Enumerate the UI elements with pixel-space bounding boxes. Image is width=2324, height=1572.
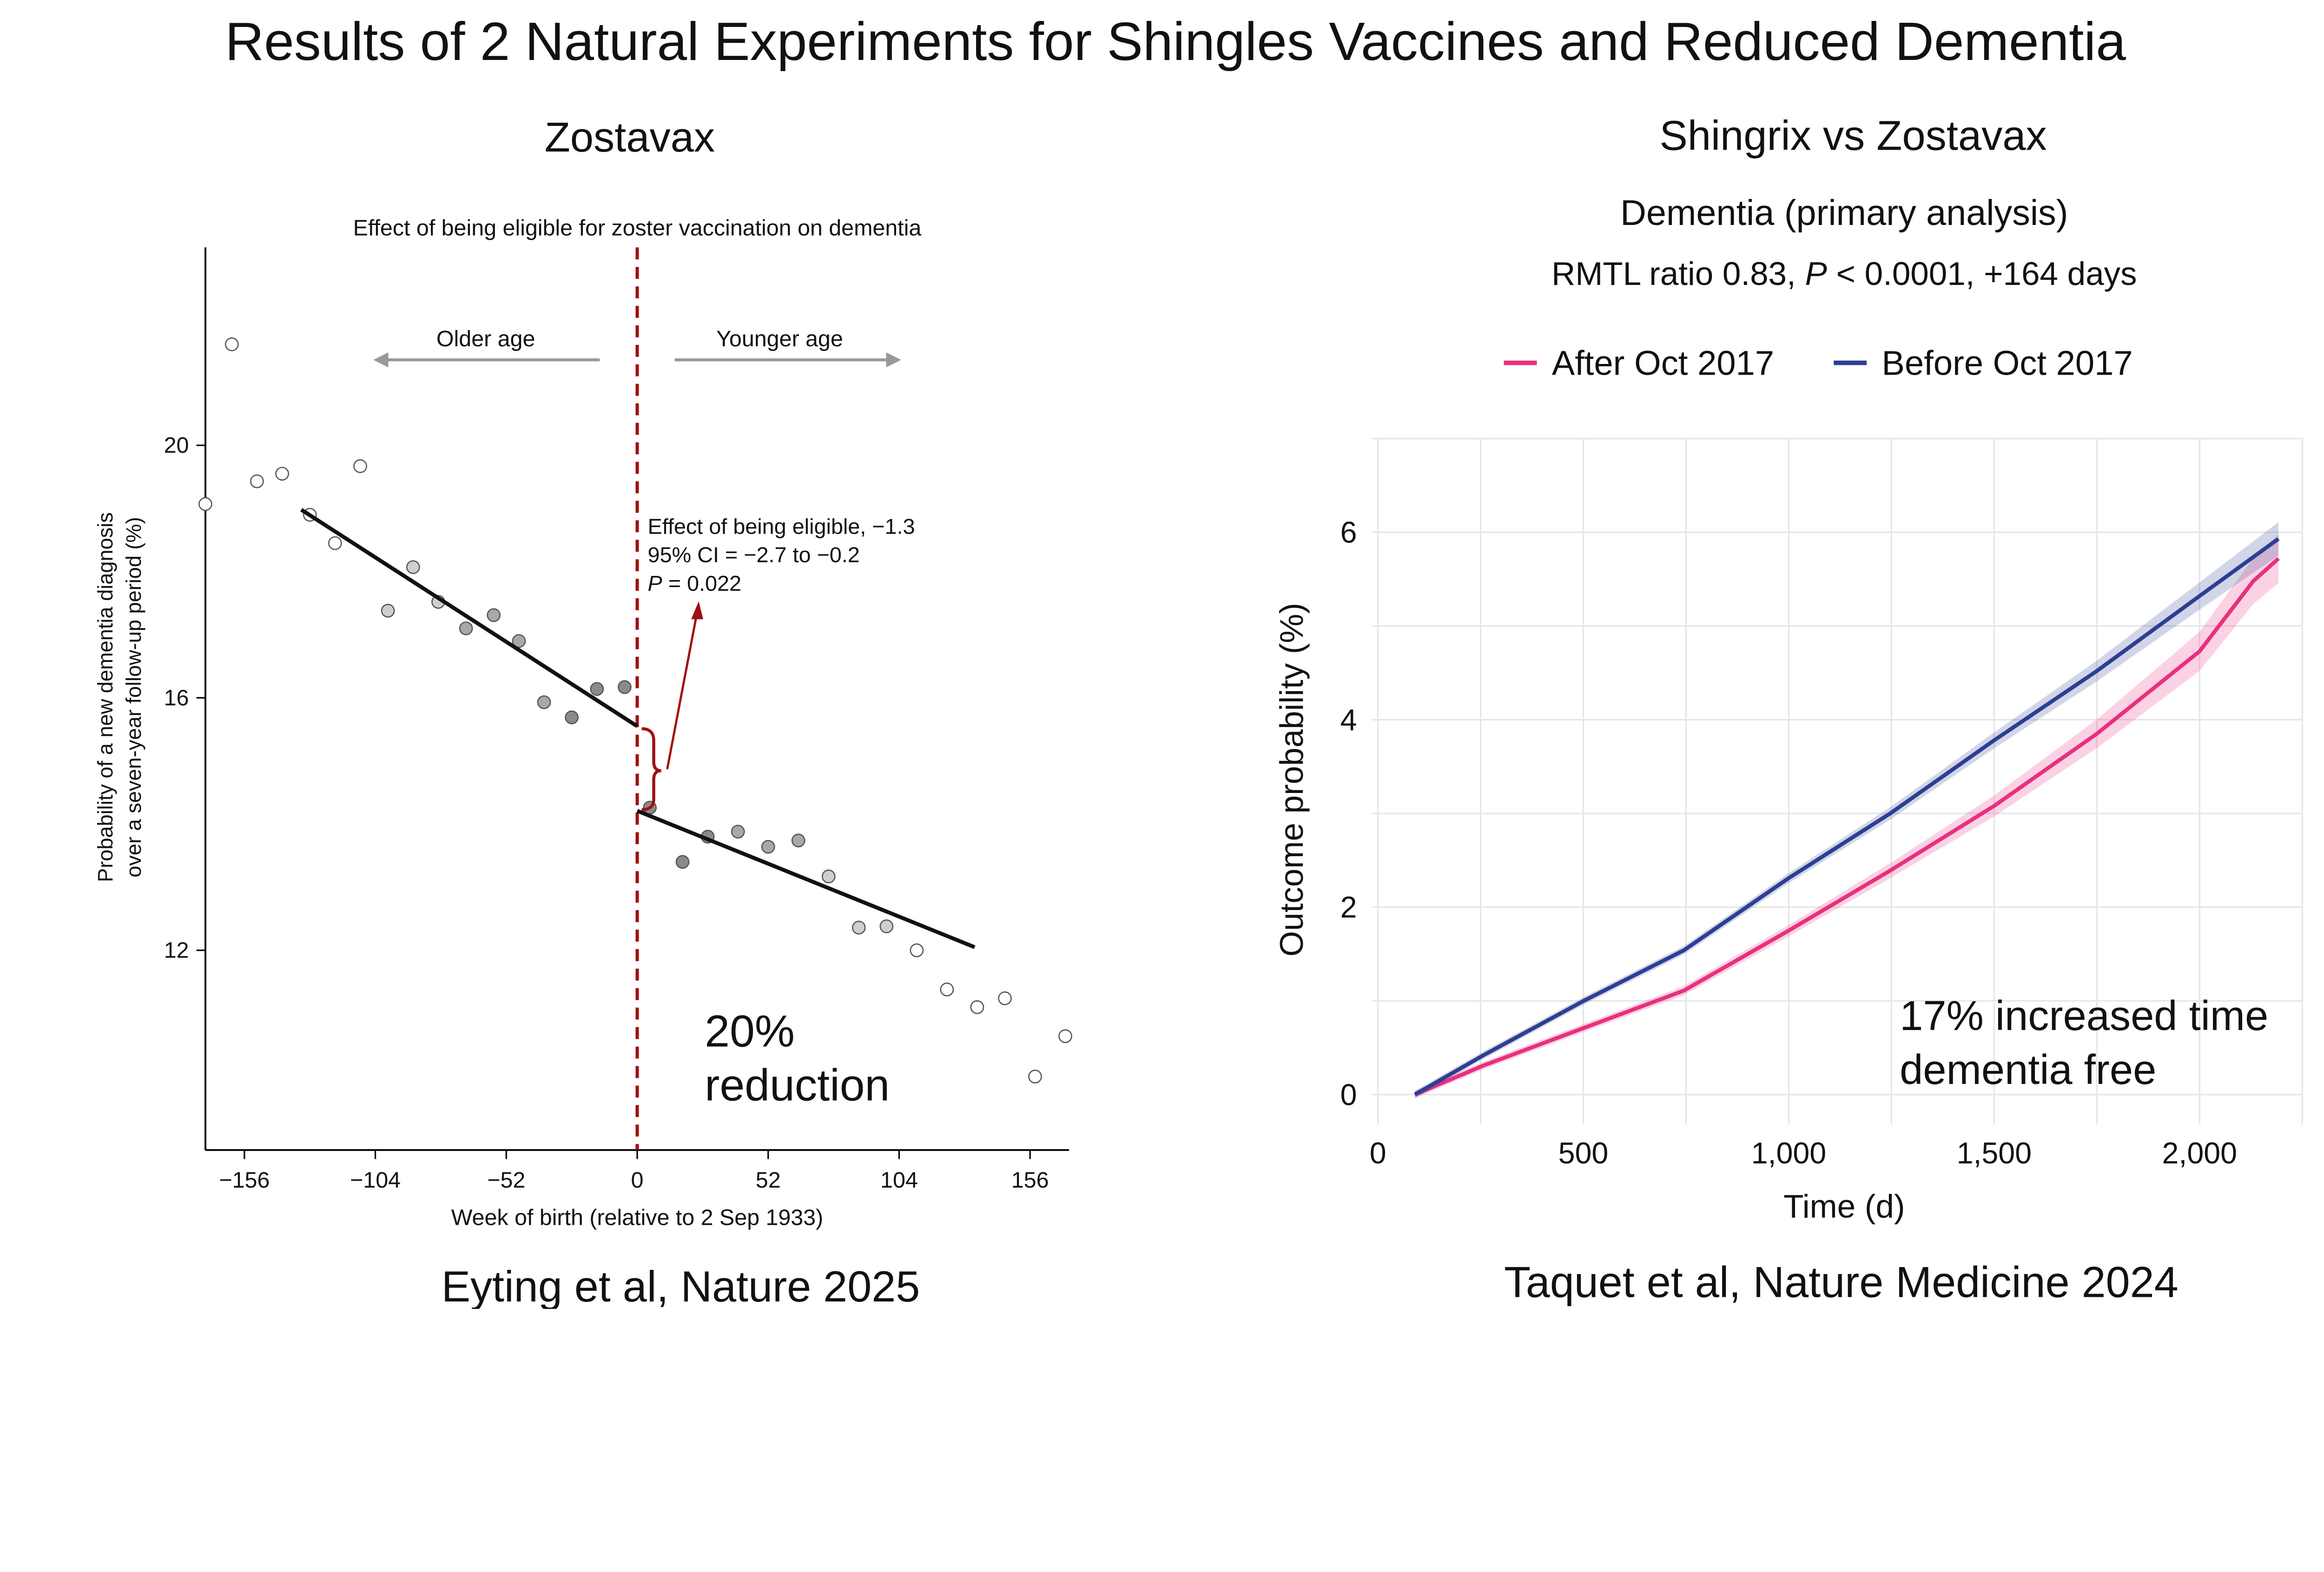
x-tick-label: 156	[1011, 1168, 1049, 1193]
subtitle-p: P	[1805, 256, 1827, 292]
data-point	[1058, 1029, 1072, 1044]
p-value: = 0.022	[662, 571, 741, 595]
data-point	[910, 943, 924, 958]
left-heading: Zostavax	[545, 114, 715, 161]
data-point	[459, 621, 473, 635]
older-age-label: Older age	[436, 326, 535, 351]
left-panel: Zostavax Effect of being eligible for zo…	[93, 114, 1072, 1309]
younger-age-label: Younger age	[716, 326, 843, 351]
right-heading: Shingrix vs Zostavax	[1660, 112, 2047, 159]
legend: After Oct 2017 Before Oct 2017	[1504, 343, 2133, 382]
x-tick-label: 1,000	[1751, 1136, 1826, 1170]
x-tick-label: 0	[1370, 1136, 1386, 1170]
subtitle-part-3: < 0.0001, +164 days	[1827, 256, 2137, 292]
data-point	[675, 855, 690, 869]
fit-line	[300, 508, 639, 728]
reduction-line1: 20%	[705, 1006, 795, 1057]
right-x-label: Time (d)	[1783, 1188, 1905, 1225]
right-chart-subtitle: RMTL ratio 0.83, P < 0.0001, +164 days	[1552, 256, 2137, 292]
data-point	[512, 634, 526, 648]
left-y-label: Probability of a new dementia diagnosis …	[93, 512, 145, 882]
left-fit-lines	[300, 508, 976, 949]
data-point	[353, 459, 367, 473]
fit-line	[636, 809, 976, 949]
series-line	[1414, 557, 2280, 1096]
right-chart-title: Dementia (primary analysis)	[1620, 193, 2068, 233]
subtitle-part-1: RMTL ratio 0.83,	[1552, 256, 1805, 292]
p-value-label: P = 0.022	[648, 571, 742, 595]
right-ticks: 0 500 1,000 1,500 2,000 0 2 4 6	[1340, 516, 2237, 1170]
right-grid	[1372, 437, 2303, 1125]
data-point	[852, 920, 866, 935]
x-tick-label: −156	[219, 1168, 270, 1193]
y-tick-label: 0	[1340, 1078, 1357, 1111]
x-tick-label: 2,000	[2162, 1136, 2237, 1170]
series-line	[1413, 537, 2280, 1096]
data-point	[761, 839, 775, 854]
left-x-label: Week of birth (relative to 2 Sep 1933)	[451, 1205, 823, 1230]
left-ticks: −156 −104 −52 0 52 104 156 12 16 20	[164, 433, 1049, 1193]
reduction-line2: reduction	[705, 1060, 890, 1110]
data-point	[731, 825, 745, 839]
data-point	[791, 833, 805, 848]
y-tick-label: 4	[1340, 703, 1357, 737]
right-annotation-line2: dementia free	[1900, 1046, 2156, 1093]
left-chart-title: Effect of being eligible for zoster vacc…	[353, 215, 922, 240]
data-point	[537, 695, 551, 709]
data-point	[275, 467, 289, 481]
main-title: Results of 2 Natural Experiments for Shi…	[225, 11, 2126, 72]
data-point	[998, 991, 1012, 1005]
data-point	[821, 869, 836, 884]
ci-label: 95% CI = −2.7 to −0.2	[648, 543, 860, 567]
y-tick-label: 12	[164, 938, 189, 963]
y-tick-label: 16	[164, 685, 189, 710]
data-point	[224, 337, 239, 351]
x-tick-label: −104	[350, 1168, 401, 1193]
x-tick-label: 500	[1558, 1136, 1609, 1170]
data-point	[590, 682, 604, 696]
data-point	[879, 919, 894, 933]
data-point	[381, 604, 395, 618]
left-y-label-line2: over a seven-year follow-up period (%)	[122, 517, 145, 878]
x-tick-label: 52	[756, 1168, 781, 1193]
data-point	[487, 608, 501, 622]
left-y-label-line1: Probability of a new dementia diagnosis	[93, 512, 117, 882]
younger-age-arrow	[674, 352, 901, 368]
data-point	[406, 560, 420, 575]
data-point	[250, 474, 264, 489]
x-tick-label: 104	[880, 1168, 918, 1193]
figure: Results of 2 Natural Experiments for Shi…	[93, 11, 2303, 1309]
x-tick-label: −52	[487, 1168, 525, 1193]
data-point	[198, 497, 212, 511]
data-point	[565, 710, 579, 725]
right-panel: Shingrix vs Zostavax Dementia (primary a…	[1274, 112, 2303, 1306]
data-point	[618, 680, 632, 694]
right-y-label: Outcome probability (%)	[1274, 603, 1310, 957]
y-tick-label: 20	[164, 433, 189, 458]
y-tick-label: 2	[1340, 891, 1357, 924]
left-citation: Eyting et al, Nature 2025	[442, 1262, 920, 1309]
left-points	[198, 337, 1072, 1083]
effect-arrow	[666, 601, 703, 770]
right-series	[1413, 522, 2280, 1098]
p-symbol: P	[648, 571, 662, 595]
legend-label-before: Before Oct 2017	[1882, 343, 2133, 382]
x-tick-label: 1,500	[1957, 1136, 2032, 1170]
x-tick-label: 0	[631, 1168, 644, 1193]
data-point	[328, 536, 342, 550]
right-citation: Taquet et al, Nature Medicine 2024	[1504, 1257, 2179, 1306]
older-age-arrow	[373, 352, 600, 368]
right-annotation-line1: 17% increased time	[1900, 992, 2268, 1039]
legend-label-after: After Oct 2017	[1552, 343, 1774, 382]
effect-label: Effect of being eligible, −1.3	[648, 514, 915, 538]
y-tick-label: 6	[1340, 516, 1357, 549]
data-point	[940, 982, 954, 997]
data-point	[1028, 1070, 1042, 1083]
discontinuity-brace	[641, 727, 661, 812]
data-point	[970, 1000, 984, 1014]
